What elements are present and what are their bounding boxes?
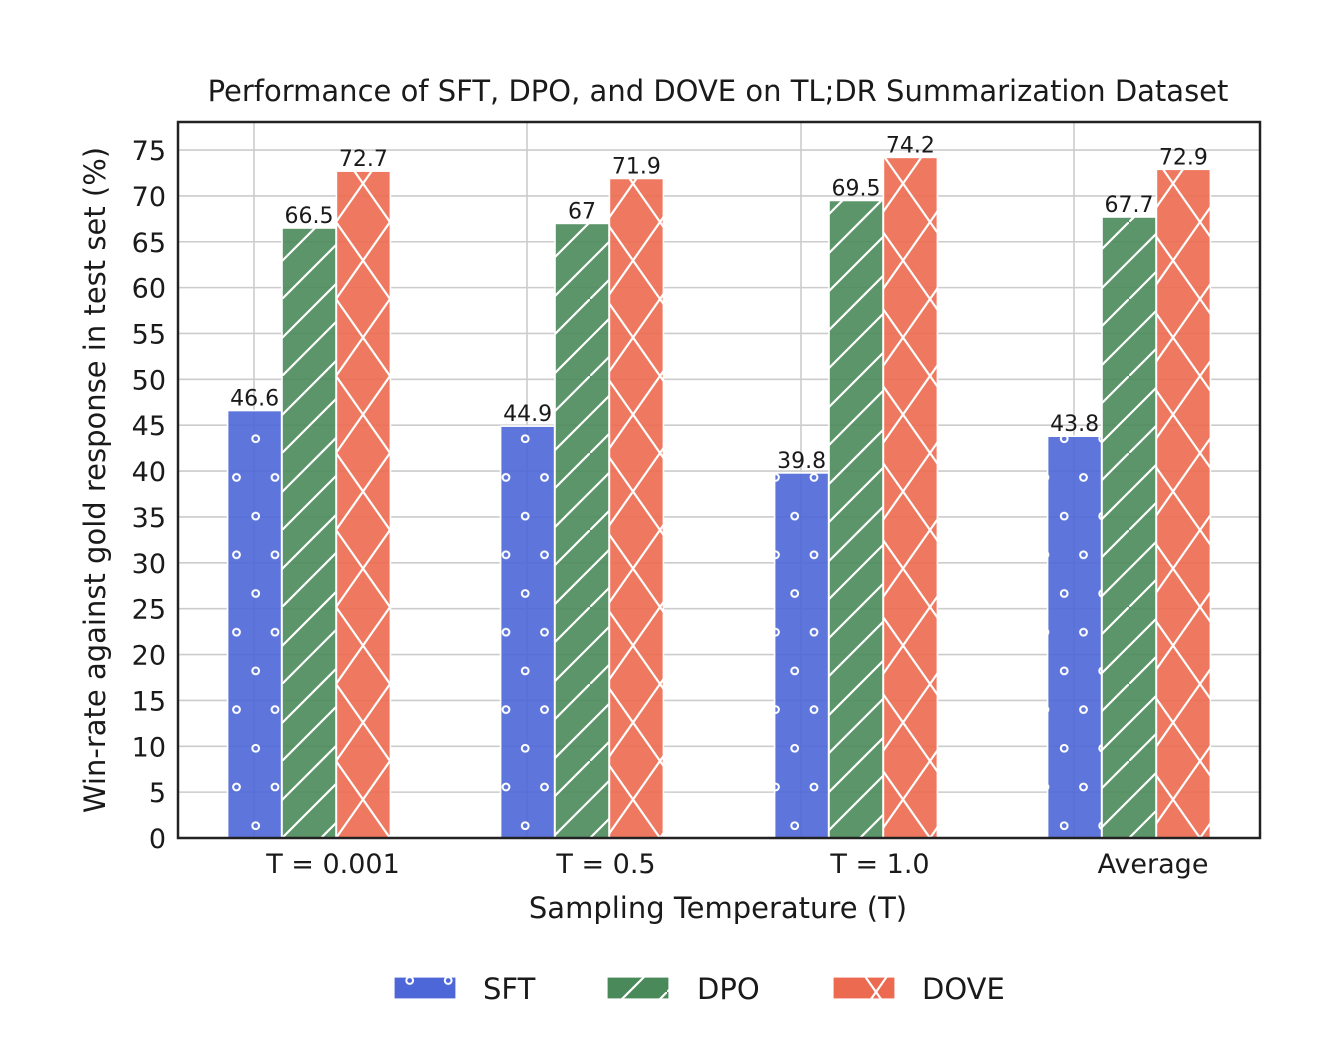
bar-hatch-dove [609, 178, 664, 838]
data-label: 43.8 [1050, 412, 1099, 437]
bar-hatch-dpo [1102, 216, 1156, 838]
bar-hatch-dpo [829, 200, 883, 838]
data-label: 39.8 [777, 449, 826, 474]
bar-hatch-sft [774, 472, 829, 838]
y-tick-label: 55 [132, 319, 166, 350]
y-tick-label: 20 [132, 641, 166, 672]
legend: SFT DPO DOVE [393, 972, 1005, 1006]
data-label: 46.6 [230, 387, 279, 412]
bar-hatch-dpo [555, 223, 609, 838]
y-tick-label: 30 [132, 549, 166, 580]
data-label: 67.7 [1105, 193, 1154, 218]
bar-hatch-dpo [282, 227, 336, 839]
legend-swatch-hatch [833, 977, 895, 999]
bar-hatch-sft [227, 410, 282, 838]
data-label: 69.5 [832, 176, 881, 201]
y-tick-labels: 0 5 10 15 20 25 30 35 40 45 50 55 60 65 70 75 [132, 136, 166, 855]
bar-hatch-dove [1156, 169, 1211, 838]
legend-swatch-hatch [394, 977, 456, 999]
legend-label-dove: DOVE [922, 972, 1005, 1006]
plot-frame [176, 120, 1262, 840]
bar-hatch-sft [500, 426, 555, 838]
y-tick-label: 10 [132, 732, 166, 763]
y-tick-label: 35 [132, 503, 166, 534]
x-axis-label: Sampling Temperature (T) [529, 891, 907, 925]
y-axis-label: Win-rate against gold response in test s… [78, 147, 112, 813]
data-label: 74.2 [886, 133, 935, 158]
y-tick-label: 25 [132, 595, 166, 626]
data-label: 44.9 [503, 402, 552, 427]
y-tick-label: 45 [132, 411, 166, 442]
y-tick-label: 65 [132, 228, 166, 259]
y-tick-label: 0 [149, 824, 166, 855]
y-tick-label: 5 [149, 778, 166, 809]
y-tick-label: 40 [132, 457, 166, 488]
x-tick-label: Average [1098, 849, 1209, 880]
y-tick-label: 50 [132, 365, 166, 396]
x-tick-labels: T = 0.001 T = 0.5 T = 1.0 Average [265, 849, 1208, 880]
chart-title: Performance of SFT, DPO, and DOVE on TL;… [208, 74, 1229, 108]
data-label: 72.9 [1159, 145, 1208, 170]
bar-hatch-dove [336, 171, 391, 838]
bars-group [226, 156, 1212, 839]
y-tick-label: 60 [132, 274, 166, 305]
y-tick-label: 15 [132, 686, 166, 717]
value-labels-group: 46.6 44.9 39.8 43.8 66.5 67 69.5 67.7 72.7 71.9 74… [230, 133, 1208, 474]
x-tick-label: T = 0.001 [265, 849, 400, 880]
bar-hatch-sft [1047, 436, 1102, 838]
y-tick-label: 70 [132, 182, 166, 213]
data-label: 72.7 [339, 147, 388, 172]
data-label: 67 [568, 199, 596, 224]
data-label: 71.9 [612, 154, 661, 179]
data-label: 66.5 [285, 204, 334, 229]
bar-hatch-dove [883, 157, 938, 838]
x-tick-label: T = 1.0 [829, 849, 929, 880]
legend-label-dpo: DPO [697, 972, 760, 1006]
x-tick-label: T = 0.5 [555, 849, 655, 880]
legend-swatch-hatch [607, 977, 669, 999]
y-tick-label: 75 [132, 136, 166, 167]
legend-label-sft: SFT [483, 972, 536, 1006]
